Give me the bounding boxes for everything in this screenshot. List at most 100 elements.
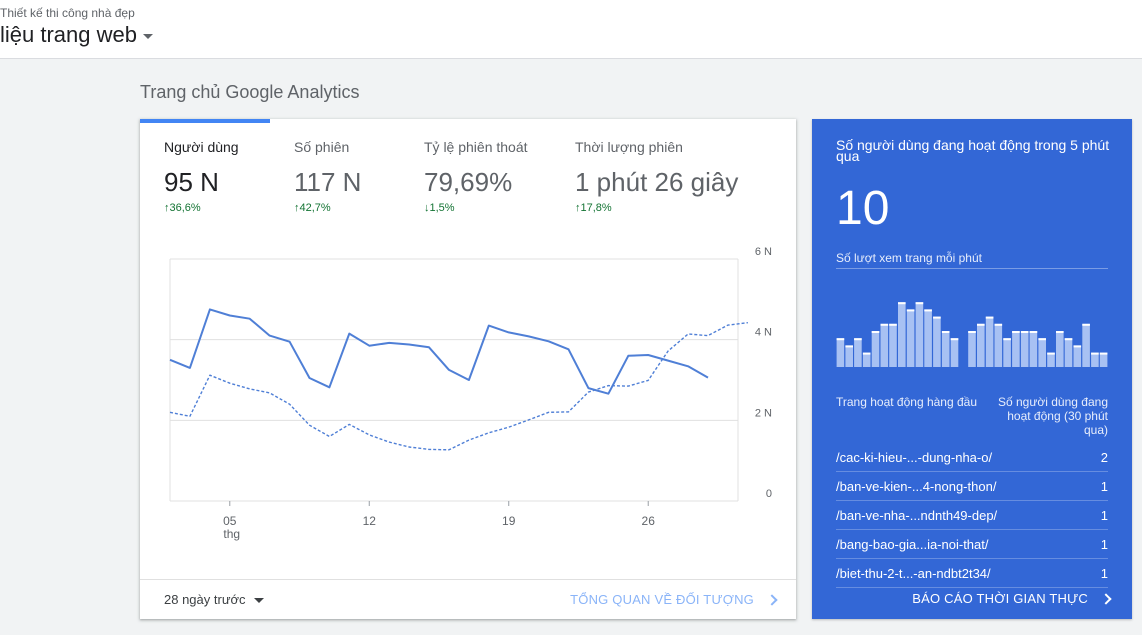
chevron-right-icon xyxy=(1100,592,1112,605)
y-tick-label: 2 N xyxy=(755,407,772,419)
divider xyxy=(836,268,1108,269)
pageview-bar xyxy=(836,338,845,367)
metric-label: Thời lượng phiên xyxy=(575,139,683,155)
pageview-bar xyxy=(968,331,976,367)
caret-down-icon xyxy=(142,33,153,39)
pageview-bar xyxy=(915,302,924,367)
page-path: /cac-ki-hieu-...-dung-nha-o/ xyxy=(836,449,993,465)
pageview-bar xyxy=(898,302,906,367)
list-item[interactable]: /ban-ve-nha-...ndnth49-dep/1 xyxy=(836,501,1108,530)
metric-tab-session-duration[interactable]: Thời lượng phiên 1 phút 26 giây ↑17,8% xyxy=(575,139,738,214)
pageview-bar-cap xyxy=(968,331,976,333)
pageview-bar xyxy=(941,331,950,367)
pageview-bar-cap xyxy=(1038,338,1046,341)
pageview-bar-cap xyxy=(862,352,871,355)
page-users: 1 xyxy=(1100,478,1108,494)
page-users: 2 xyxy=(1100,449,1108,465)
metric-value: 95 N xyxy=(164,167,219,197)
pageview-bar xyxy=(1099,352,1108,367)
pageview-bar-cap xyxy=(924,309,932,312)
metric-tab-users[interactable]: Người dùng 95 N ↑36,6% xyxy=(164,139,239,214)
pageview-bar-cap xyxy=(1082,323,1090,326)
realtime-report-label: BÁO CÁO THỜI GIAN THỰC xyxy=(912,591,1088,606)
pageview-bar-cap xyxy=(1012,331,1020,333)
caret-down-icon xyxy=(253,598,264,603)
pageviews-per-minute-label: Số lượt xem trang mỗi phút xyxy=(836,251,982,265)
pageview-bar xyxy=(1012,331,1020,367)
top-pages-list: /cac-ki-hieu-...-dung-nha-o/2 /ban-ve-ki… xyxy=(836,443,1108,588)
pageview-bar-cap xyxy=(1099,352,1108,355)
pageview-bar xyxy=(950,338,959,367)
account-breadcrumb[interactable]: Thiết kế thi công nhà đẹp xyxy=(0,6,135,20)
arrow-up-icon: ↑ xyxy=(164,202,170,214)
date-range-selector[interactable]: 28 ngày trước xyxy=(164,592,264,607)
active-users-count: 10 xyxy=(836,182,890,235)
property-view-selector[interactable]: liệu trang web xyxy=(0,22,153,48)
realtime-title: Số người dùng đang hoạt động trong 5 phú… xyxy=(836,137,1110,164)
pageview-bar xyxy=(1091,352,1099,367)
pageview-bar-cap xyxy=(880,323,889,326)
pageviews-bar-chart xyxy=(836,302,1108,367)
page-path: /biet-thu-2-t...-an-ndbt2t34/ xyxy=(836,565,991,581)
pageview-bar-cap xyxy=(845,345,853,348)
pageview-bar xyxy=(880,323,889,367)
pageview-bar xyxy=(871,331,880,367)
list-item[interactable]: /ban-ve-kien-...4-nong-thon/1 xyxy=(836,472,1108,501)
pageview-bar xyxy=(1029,331,1038,367)
x-tick-label: 05 xyxy=(223,514,237,528)
active-users-header: Số người dùng đang hoạt động (30 phút qu… xyxy=(998,395,1108,437)
realtime-footer: BÁO CÁO THỜI GIAN THỰC xyxy=(812,579,1132,619)
pageview-bar xyxy=(1073,345,1082,367)
pageview-bar-cap xyxy=(994,323,1003,326)
page-users: 1 xyxy=(1100,565,1108,581)
x-tick-label: 26 xyxy=(642,514,656,528)
pageview-bar-cap xyxy=(898,302,906,305)
top-pages-header: Trang hoạt động hàng đầu xyxy=(836,395,978,409)
metric-value: 1 phút 26 giây xyxy=(575,167,739,197)
pageview-bar-cap xyxy=(915,302,924,305)
x-tick-sublabel: thg xyxy=(223,527,240,541)
pageview-bar xyxy=(985,316,994,367)
active-tab-indicator xyxy=(140,119,270,123)
list-item[interactable]: /cac-ki-hieu-...-dung-nha-o/2 xyxy=(836,443,1108,472)
pageview-bar xyxy=(924,309,932,367)
metric-tab-bounce-rate[interactable]: Tỷ lệ phiên thoát 79,69% ↓1,5% xyxy=(424,139,528,214)
pageview-bar xyxy=(1003,338,1011,367)
page-path: /ban-ve-nha-...ndnth49-dep/ xyxy=(836,507,998,523)
pageview-bar-cap xyxy=(977,323,985,326)
list-item[interactable]: /bang-bao-gia...ia-noi-that/1 xyxy=(836,530,1108,559)
property-name: liệu trang web xyxy=(0,22,137,47)
y-tick-label: 0 xyxy=(766,488,772,500)
page-path: /bang-bao-gia...ia-noi-that/ xyxy=(836,536,989,552)
pageview-bar-cap xyxy=(854,338,862,341)
metric-value: 79,69% xyxy=(424,167,513,197)
page-users: 1 xyxy=(1100,536,1108,552)
metric-tab-sessions[interactable]: Số phiên 117 N ↑42,7% xyxy=(294,139,361,214)
metric-change: ↑42,7% xyxy=(294,202,331,214)
pageview-bar xyxy=(1020,331,1029,367)
pageview-bar xyxy=(1056,331,1064,367)
x-tick-label: 19 xyxy=(502,514,516,528)
pageview-bar-cap xyxy=(906,309,915,312)
metric-change: ↑17,8% xyxy=(575,202,612,214)
pageview-bar xyxy=(994,323,1003,367)
metric-label: Số phiên xyxy=(294,139,350,155)
arrow-down-icon: ↓ xyxy=(424,202,430,214)
arrow-up-icon: ↑ xyxy=(294,202,300,214)
audience-overview-card: Người dùng 95 N ↑36,6% Số phiên 117 N ↑4… xyxy=(140,119,796,619)
pageview-bar-cap xyxy=(1047,352,1055,355)
list-item[interactable]: /biet-thu-2-t...-an-ndbt2t34/1 xyxy=(836,559,1108,588)
pageview-bar xyxy=(977,323,985,367)
chevron-right-icon xyxy=(766,593,778,606)
pageview-bar-cap xyxy=(941,331,950,333)
pageview-bar xyxy=(889,323,897,367)
x-tick-label: 12 xyxy=(363,514,377,528)
audience-overview-link[interactable]: TỔNG QUAN VỀ ĐỐI TƯỢNG xyxy=(570,592,778,607)
realtime-report-link[interactable]: BÁO CÁO THỜI GIAN THỰC xyxy=(912,591,1112,606)
breadcrumb-text: Thiết kế thi công nhà đẹp xyxy=(0,6,135,20)
pageview-bar xyxy=(862,352,871,367)
pageview-bar-cap xyxy=(871,331,880,333)
pageview-bar xyxy=(854,338,862,367)
series-line-dashed xyxy=(169,322,748,451)
